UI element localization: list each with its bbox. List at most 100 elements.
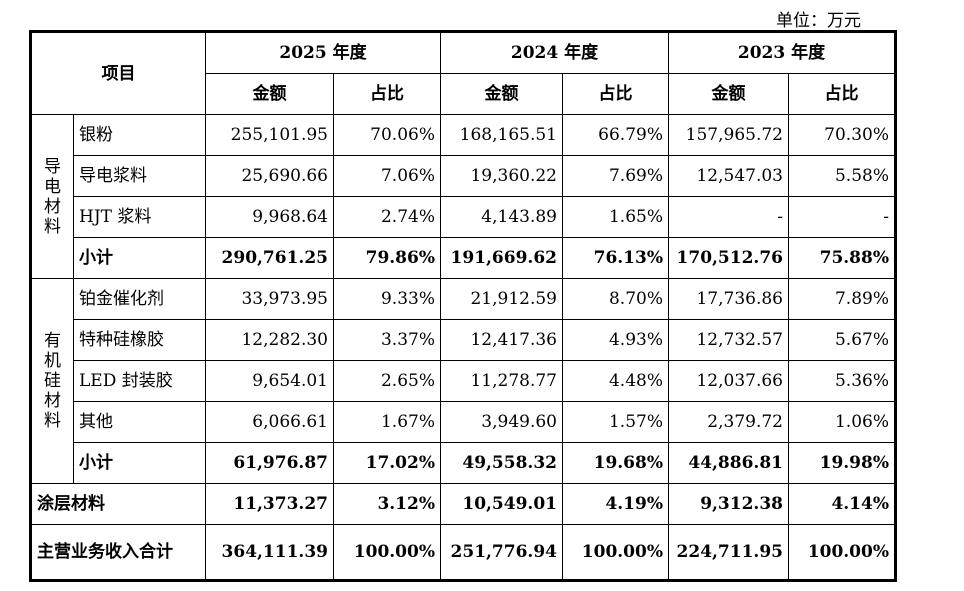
cell-value: 255,101.95 (205, 114, 334, 156)
cell-value: 33,973.95 (205, 278, 334, 320)
cell-value: 157,965.72 (668, 114, 789, 156)
total-row: 主营业务收入合计 364,111.39 100.00% 251,776.94 1… (31, 524, 895, 580)
cell-value: 19.98% (788, 442, 895, 484)
cell-value: 9,968.64 (205, 196, 334, 238)
cell-value: 9,312.38 (668, 483, 789, 525)
cell-value: 7.89% (788, 278, 895, 320)
cell-value: 10,549.01 (440, 483, 563, 525)
cell-value: 3.37% (333, 319, 441, 361)
cell-value: 5.58% (788, 155, 895, 197)
cell-value: 7.69% (562, 155, 669, 197)
header-ratio: 占比 (788, 73, 895, 115)
group-label-conductive: 导电材料 (31, 114, 74, 279)
cell-value: - (788, 196, 895, 238)
row-label: 铂金催化剂 (73, 278, 206, 320)
header-year-2024: 2024 年度 (440, 32, 669, 74)
header-amount: 金额 (440, 73, 563, 115)
cell-value: 12,037.66 (668, 360, 789, 402)
cell-value: 75.88% (788, 237, 895, 279)
cell-value: 70.06% (333, 114, 441, 156)
cell-value: 1.67% (333, 401, 441, 443)
header-year-2025: 2025 年度 (205, 32, 441, 74)
coating-row: 涂层材料 11,373.27 3.12% 10,549.01 4.19% 9,3… (31, 483, 895, 525)
row-label: 小计 (73, 442, 206, 484)
header-item: 项目 (31, 32, 206, 115)
cell-value: 7.06% (333, 155, 441, 197)
cell-value: 61,976.87 (205, 442, 334, 484)
table-row: 导电材料 银粉 255,101.95 70.06% 168,165.51 66.… (31, 114, 895, 279)
cell-value: 170,512.76 (668, 237, 789, 279)
subtotal-row: 小计 61,976.87 17.02% 49,558.32 19.68% 44,… (32, 442, 895, 484)
row-label: 银粉 (73, 114, 206, 156)
cell-value: 3.12% (333, 483, 441, 525)
cell-value: 100.00% (333, 524, 441, 580)
header-row-years: 项目 2025 年度 2024 年度 2023 年度 (31, 32, 895, 115)
cell-value: 364,111.39 (205, 524, 334, 580)
table-row: HJT 浆料 9,968.64 2.74% 4,143.89 1.65% - - (32, 196, 895, 238)
cell-value: 19.68% (562, 442, 669, 484)
cell-value: 290,761.25 (205, 237, 334, 279)
cell-value: 1.57% (562, 401, 669, 443)
cell-value: 100.00% (788, 524, 895, 580)
cell-value: 4.19% (562, 483, 669, 525)
cell-value: 17.02% (333, 442, 441, 484)
cell-value: 25,690.66 (205, 155, 334, 197)
header-amount: 金额 (205, 73, 334, 115)
group-name: 有机硅材料 (44, 331, 61, 431)
cell-value: 76.13% (562, 237, 669, 279)
cell-value: 8.70% (562, 278, 669, 320)
row-label: 涂层材料 (31, 483, 206, 525)
cell-value: 2,379.72 (668, 401, 789, 443)
cell-value: 49,558.32 (440, 442, 563, 484)
cell-value: 4.14% (788, 483, 895, 525)
table-row: 特种硅橡胶 12,282.30 3.37% 12,417.36 4.93% 12… (32, 319, 895, 361)
cell-value: 11,278.77 (440, 360, 563, 402)
header-ratio: 占比 (562, 73, 669, 115)
cell-value: 2.74% (333, 196, 441, 238)
revenue-table: 项目 2025 年度 2024 年度 2023 年度 金额 占比 金额 占比 金… (29, 30, 897, 582)
group-name: 导电材料 (44, 156, 61, 237)
cell-value: 12,547.03 (668, 155, 789, 197)
cell-value: 21,912.59 (440, 278, 563, 320)
row-label: LED 封装胶 (73, 360, 206, 402)
cell-value: 224,711.95 (668, 524, 789, 580)
subtotal-row: 小计 290,761.25 79.86% 191,669.62 76.13% 1… (32, 237, 895, 279)
row-label: 小计 (73, 237, 206, 279)
header-amount: 金额 (668, 73, 789, 115)
unit-label: 单位：万元 (776, 11, 861, 31)
cell-value: 4.93% (562, 319, 669, 361)
cell-value: 1.06% (788, 401, 895, 443)
cell-value: 11,373.27 (205, 483, 334, 525)
cell-value: 12,732.57 (668, 319, 789, 361)
table-row: 导电浆料 25,690.66 7.06% 19,360.22 7.69% 12,… (32, 155, 895, 197)
cell-value: 4,143.89 (440, 196, 563, 238)
table-row: 其他 6,066.61 1.67% 3,949.60 1.57% 2,379.7… (32, 401, 895, 443)
cell-value: 5.67% (788, 319, 895, 361)
table-row: LED 封装胶 9,654.01 2.65% 11,278.77 4.48% 1… (32, 360, 895, 402)
cell-value: 1.65% (562, 196, 669, 238)
row-label: HJT 浆料 (73, 196, 206, 238)
cell-value: 5.36% (788, 360, 895, 402)
cell-value: 44,886.81 (668, 442, 789, 484)
group-label-silicone: 有机硅材料 (31, 278, 74, 484)
cell-value: 9.33% (333, 278, 441, 320)
row-label: 其他 (73, 401, 206, 443)
cell-value: 79.86% (333, 237, 441, 279)
cell-value: 191,669.62 (440, 237, 563, 279)
cell-value: 70.30% (788, 114, 895, 156)
header-row-cols: 金额 占比 金额 占比 金额 占比 (32, 73, 895, 115)
cell-value: 19,360.22 (440, 155, 563, 197)
cell-value: 2.65% (333, 360, 441, 402)
row-label: 特种硅橡胶 (73, 319, 206, 361)
cell-value: 12,282.30 (205, 319, 334, 361)
cell-value: 251,776.94 (440, 524, 563, 580)
table-row: 有机硅材料 铂金催化剂 33,973.95 9.33% 21,912.59 8.… (31, 278, 895, 484)
header-year-2023: 2023 年度 (668, 32, 895, 74)
header-ratio: 占比 (333, 73, 441, 115)
cell-value: 9,654.01 (205, 360, 334, 402)
cell-value: 4.48% (562, 360, 669, 402)
cell-value: 17,736.86 (668, 278, 789, 320)
cell-value: - (668, 196, 789, 238)
row-label: 导电浆料 (73, 155, 206, 197)
cell-value: 168,165.51 (440, 114, 563, 156)
